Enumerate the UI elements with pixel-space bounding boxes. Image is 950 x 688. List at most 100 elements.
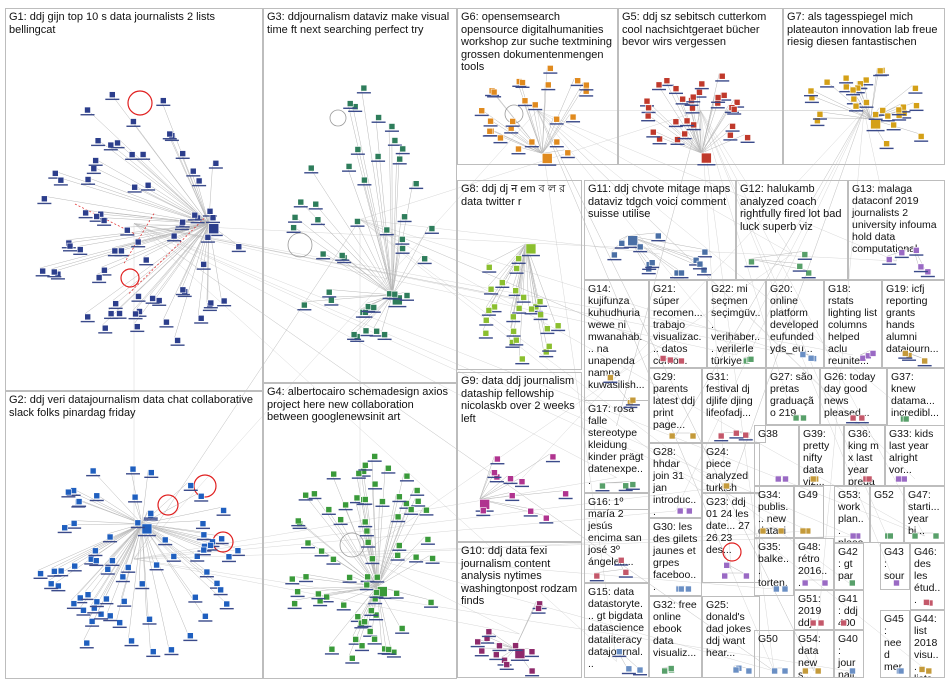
node-label-mark	[419, 514, 434, 516]
graph-node	[636, 243, 644, 251]
edge	[54, 223, 209, 272]
self-loop	[157, 494, 179, 516]
graph-node	[370, 304, 378, 311]
graph-node	[617, 556, 625, 564]
node-label-mark	[508, 294, 523, 297]
edge	[362, 462, 378, 587]
graph-node	[723, 562, 731, 569]
graph-node	[689, 93, 697, 101]
graph-node	[840, 619, 847, 627]
graph-node	[318, 547, 325, 555]
graph-node	[923, 599, 930, 606]
graph-node	[388, 123, 396, 130]
node-label-mark	[490, 463, 505, 465]
graph-node	[191, 211, 199, 219]
edge	[134, 223, 209, 324]
group-g3: G3: ddjournalism dataviz make visual tim…	[263, 8, 457, 383]
node-label-mark	[67, 570, 82, 572]
edge	[84, 106, 209, 224]
node-label-mark	[139, 264, 154, 266]
node-label-mark	[625, 488, 640, 490]
node-label-mark	[902, 359, 917, 361]
node-label-mark	[505, 125, 520, 127]
graph-node	[802, 667, 809, 675]
group-label: G30: les des gilets jaunes et grpes face…	[653, 521, 701, 593]
node-label-mark	[164, 139, 179, 142]
inter-group-edge	[359, 110, 701, 220]
node-label-mark	[370, 581, 385, 583]
graph-node	[876, 67, 884, 75]
graph-node	[346, 574, 353, 581]
node-label-mark	[641, 120, 656, 122]
node-label-mark	[135, 587, 150, 590]
graph-node	[429, 555, 436, 562]
node-label-mark	[343, 107, 358, 109]
graph-node	[352, 636, 359, 643]
node-label-mark	[369, 335, 384, 337]
graph-node	[362, 327, 370, 335]
node-label-mark	[395, 152, 410, 155]
edge	[520, 243, 527, 295]
graph-node	[135, 293, 142, 300]
group-g25: G25: donald's dad jokes ddj want hear...	[702, 596, 760, 678]
graph-node	[70, 520, 78, 527]
graph-node	[204, 234, 212, 241]
node-label-mark	[633, 674, 647, 676]
node-label-mark	[740, 141, 755, 143]
node-label-mark	[651, 239, 666, 242]
graph-node	[288, 575, 296, 583]
graph-node	[106, 533, 114, 541]
node-label-mark	[285, 583, 300, 585]
node-label-mark	[297, 309, 312, 311]
node-label-mark	[387, 144, 402, 146]
node-label-mark	[319, 601, 334, 603]
group-label: G50	[758, 633, 778, 645]
node-label-mark	[409, 187, 424, 190]
inter-group-edge	[359, 219, 679, 356]
graph-node	[885, 256, 893, 263]
node-label-mark	[348, 643, 363, 645]
node-label-mark	[219, 607, 234, 610]
graph-node	[396, 155, 404, 163]
graph-node	[667, 356, 674, 364]
inter-group-edge	[675, 110, 865, 512]
node-label-mark	[54, 574, 69, 577]
graph-node	[732, 666, 740, 674]
graph-node	[166, 130, 174, 138]
graph-node	[220, 507, 227, 514]
graph-node	[807, 87, 815, 95]
node-label-mark	[121, 571, 136, 573]
node-label-mark	[621, 672, 636, 675]
node-label-mark	[804, 101, 819, 104]
node-label-mark	[88, 554, 103, 557]
node-label-mark	[286, 231, 301, 234]
graph-node	[849, 86, 857, 94]
node-label-mark	[132, 315, 147, 317]
node-label-mark	[356, 475, 371, 477]
edge	[627, 235, 702, 268]
edge	[701, 134, 745, 154]
node-label-mark	[607, 258, 622, 261]
node-label-mark	[364, 614, 379, 617]
graph-node	[349, 654, 356, 662]
graph-node	[132, 310, 139, 318]
node-label-mark	[194, 500, 209, 502]
node-label-mark	[94, 618, 109, 620]
graph-node	[412, 180, 420, 187]
graph-node	[496, 642, 503, 650]
group-label: G20: online platform developed eufunded …	[770, 283, 822, 355]
node-label-mark	[812, 118, 827, 120]
graph-node	[649, 128, 657, 136]
graph-node	[482, 329, 490, 337]
node-label-mark	[503, 482, 518, 485]
edge	[141, 523, 208, 543]
node-label-mark	[298, 499, 313, 501]
graph-node	[629, 481, 637, 488]
node-label-mark	[729, 437, 744, 439]
node-label-mark	[898, 357, 913, 359]
node-label-mark	[112, 626, 127, 629]
edge	[308, 164, 393, 296]
node-label-mark	[230, 554, 245, 557]
node-label-mark	[399, 507, 414, 509]
edge	[392, 156, 397, 295]
